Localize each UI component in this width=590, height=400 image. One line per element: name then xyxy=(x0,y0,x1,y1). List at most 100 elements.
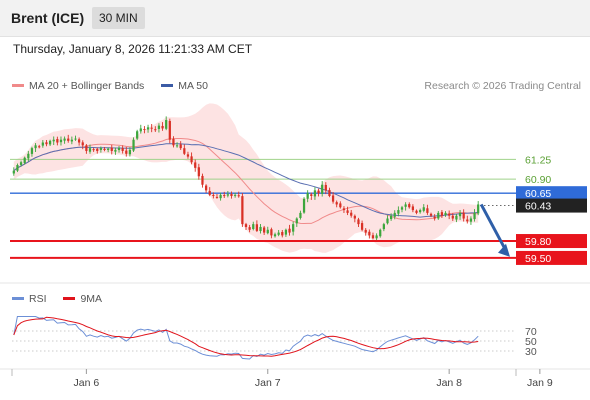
candle xyxy=(154,126,157,132)
candle-body xyxy=(34,145,37,149)
candle-body xyxy=(346,210,349,213)
candle-body xyxy=(121,148,124,151)
candle xyxy=(277,229,280,237)
candle xyxy=(136,129,139,141)
candle xyxy=(368,229,371,239)
candle-body xyxy=(444,212,447,215)
candle-body xyxy=(165,120,168,129)
candle-body xyxy=(411,206,415,211)
candle xyxy=(273,232,277,238)
candle xyxy=(259,223,262,234)
bollinger-bands xyxy=(13,103,479,253)
candle-body xyxy=(292,224,295,232)
legend-swatch xyxy=(161,83,174,87)
candle-body xyxy=(371,235,375,239)
candle-body xyxy=(27,153,30,159)
candle-body xyxy=(331,195,335,202)
candle-body xyxy=(110,147,113,151)
candle xyxy=(321,181,324,197)
research-credit: Research © 2026 Trading Central xyxy=(424,80,581,92)
candle-body xyxy=(321,184,324,194)
candle xyxy=(331,192,335,204)
candle-body xyxy=(426,208,429,213)
candle-body xyxy=(186,154,190,157)
candle xyxy=(215,193,219,199)
candle xyxy=(190,152,193,165)
candle xyxy=(400,205,404,213)
candle-body xyxy=(136,131,139,139)
candle xyxy=(422,204,425,213)
candle-body xyxy=(389,215,393,220)
candle xyxy=(230,191,233,199)
candle-body xyxy=(226,194,229,196)
panel-separators xyxy=(0,282,590,370)
candle-body xyxy=(63,138,66,141)
legend-ma50: MA 50 xyxy=(161,80,208,92)
timeframe-button[interactable]: 30 MIN xyxy=(92,7,145,29)
candle xyxy=(266,226,269,235)
legend-swatch xyxy=(63,296,76,300)
candle-body xyxy=(30,148,34,154)
candle-body xyxy=(382,224,385,230)
support-label-box xyxy=(516,250,587,265)
candle xyxy=(415,209,418,215)
candle xyxy=(223,191,226,198)
candle-body xyxy=(208,190,211,195)
candle xyxy=(128,147,132,157)
candle-body xyxy=(288,228,291,233)
candle-body xyxy=(212,194,215,196)
candle-body xyxy=(179,144,182,149)
ma20-line xyxy=(13,138,479,225)
candle xyxy=(375,233,378,241)
candle-body xyxy=(74,138,77,140)
candle xyxy=(186,151,190,159)
resistance-label: 61.25 xyxy=(525,154,551,166)
candle xyxy=(16,163,19,173)
candle xyxy=(172,136,175,148)
candle xyxy=(270,227,273,239)
price-legend: MA 20 + Bollinger Bands MA 50 xyxy=(12,80,222,92)
candle xyxy=(212,192,215,199)
candle xyxy=(244,222,248,230)
candle xyxy=(404,202,407,211)
candle xyxy=(382,222,385,232)
candle-body xyxy=(92,149,95,151)
candle-body xyxy=(302,198,306,213)
candle xyxy=(114,147,117,155)
candle-body xyxy=(328,189,331,196)
candle xyxy=(429,212,433,218)
candle-body xyxy=(143,129,146,131)
candle-body xyxy=(67,138,70,141)
candle-body xyxy=(415,210,418,213)
x-axis: Jan 6 Jan 7 Jan 8 Jan 9 xyxy=(11,369,553,389)
candle-body xyxy=(16,165,19,171)
candle xyxy=(226,190,229,198)
candle-body xyxy=(339,203,342,208)
forecast-arrow xyxy=(479,203,510,257)
candle xyxy=(313,187,317,200)
candle-body xyxy=(81,142,84,146)
candle xyxy=(201,173,204,188)
x-tick-label: Jan 9 xyxy=(527,377,553,389)
candle-body xyxy=(310,194,313,196)
candle-body xyxy=(270,229,273,236)
candle-body xyxy=(41,142,44,146)
candle xyxy=(77,137,81,146)
candle xyxy=(295,217,298,227)
candle xyxy=(346,206,349,216)
legend-rsi-ma: 9MA xyxy=(63,293,102,305)
candle-body xyxy=(400,207,404,210)
candle-body xyxy=(146,127,150,130)
candle xyxy=(81,140,84,150)
candle xyxy=(462,209,465,222)
candle-body xyxy=(299,212,302,218)
candle xyxy=(179,141,182,150)
candle xyxy=(469,216,473,225)
candle-body xyxy=(252,224,255,230)
candle-body xyxy=(215,196,219,198)
candle xyxy=(310,192,313,200)
candle xyxy=(48,139,52,146)
candle-body xyxy=(230,193,233,196)
